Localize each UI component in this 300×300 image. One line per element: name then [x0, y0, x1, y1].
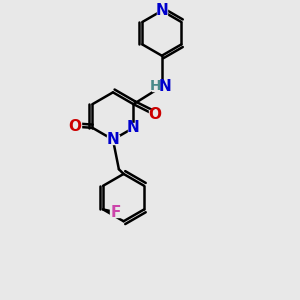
Text: O: O: [68, 119, 81, 134]
Bar: [128, 123, 140, 132]
Text: N: N: [155, 3, 168, 18]
Text: N: N: [127, 120, 140, 135]
Text: F: F: [111, 205, 121, 220]
Bar: [161, 82, 170, 91]
Text: H: H: [150, 80, 162, 93]
Bar: [152, 82, 160, 91]
Text: N: N: [159, 79, 172, 94]
Bar: [149, 110, 161, 119]
Bar: [69, 122, 81, 131]
Bar: [107, 135, 119, 144]
Bar: [157, 6, 167, 15]
Text: O: O: [148, 107, 161, 122]
Bar: [110, 208, 122, 217]
Text: N: N: [106, 132, 119, 147]
